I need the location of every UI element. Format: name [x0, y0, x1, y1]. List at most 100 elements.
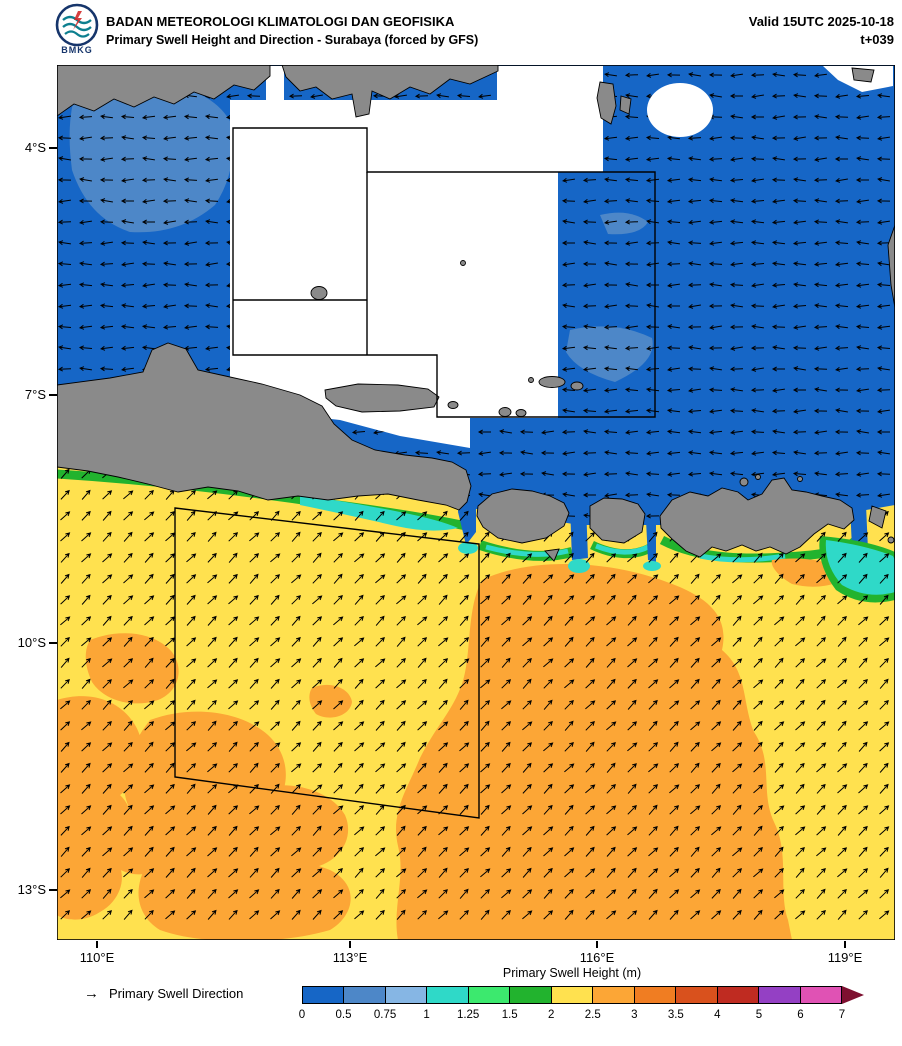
forecast-step: t+039	[860, 32, 894, 47]
land-sulawesi-sliver	[887, 224, 895, 309]
colorbar-segment	[676, 987, 718, 1003]
island-nusa-penida	[544, 548, 560, 562]
lat-tick-label: 13°S	[17, 882, 46, 897]
colorbar-legend: Primary Swell Height (m) 0 0.5 0.75 1 1.25 1.…	[298, 966, 887, 1025]
colorbar-tick-label: 1.25	[456, 1009, 480, 1021]
islet	[528, 377, 534, 383]
island-sapudi	[498, 407, 512, 417]
bmkg-emblem-icon	[55, 3, 99, 47]
coastal-strip-cyan-line	[595, 543, 650, 555]
coastal-strip-cyan-line	[485, 544, 569, 557]
strait-sape	[850, 505, 868, 550]
swell-patch-light	[69, 82, 234, 233]
lon-tick-label: 116°E	[579, 950, 615, 965]
colorbar-segment	[468, 987, 511, 1003]
colorbar-segment	[551, 987, 594, 1003]
colorbar-tick-label: 7	[838, 1009, 846, 1021]
orange-swell-area	[85, 633, 179, 704]
colorbar-segment	[385, 987, 428, 1003]
lat-tick-label: 7°S	[24, 387, 46, 402]
islet	[570, 381, 584, 391]
direction-legend-label: Primary Swell Direction	[109, 986, 244, 1001]
orange-swell-area	[138, 851, 351, 940]
lon-tick	[844, 941, 846, 948]
colorbar-segment	[634, 987, 677, 1003]
strait-fringe	[643, 561, 661, 571]
island-bawean	[310, 286, 328, 300]
title-block: BADAN METEOROLOGI KLIMATOLOGI DAN GEOFIS…	[106, 13, 478, 49]
strait-alas	[646, 520, 656, 562]
islet	[797, 476, 803, 482]
colorbar-tick-label: 2	[548, 1009, 555, 1021]
strait-fringe	[568, 559, 590, 573]
island-bali	[476, 488, 570, 544]
orange-swell-area	[396, 564, 792, 940]
colorbar-tick-label: 2.5	[584, 1009, 601, 1021]
bmkg-logo-text: BMKG	[61, 45, 93, 55]
lon-tick	[96, 941, 98, 948]
colorbar	[302, 986, 887, 1006]
island-kangean	[538, 376, 566, 388]
colorbar-tick-label: 1.5	[501, 1009, 518, 1021]
coastal-patch-cyan	[825, 540, 895, 595]
island-sumbawa	[659, 477, 855, 558]
island-moyo	[739, 477, 749, 487]
forecast-box-north-divider	[233, 172, 368, 355]
valid-time-block: Valid 15UTC 2025-10-18 t+039	[749, 13, 894, 49]
lat-tick-label: 10°S	[17, 635, 46, 650]
valid-time: Valid 15UTC 2025-10-18	[748, 14, 894, 29]
lon-tick-label: 110°E	[79, 950, 115, 965]
colorbar-segments	[302, 986, 842, 1004]
colorbar-segment	[759, 987, 801, 1003]
swell-patch-light	[600, 212, 648, 235]
islet	[887, 536, 895, 544]
island-masalembu	[460, 260, 466, 266]
colorbar-tick-label: 3	[631, 1009, 638, 1021]
colorbar-tick-labels: 0 0.5 0.75 1 1.25 1.5 2 2.5 3 3.5 4 5 6 7	[298, 1009, 846, 1025]
product-title: Primary Swell Height and Direction - Sur…	[106, 33, 479, 47]
land-layer	[57, 65, 895, 562]
colorbar-segment	[427, 987, 469, 1003]
mask-layer	[230, 66, 893, 448]
bmkg-logo: BMKG	[52, 3, 102, 63]
colorbar-tick-label: 3.5	[667, 1009, 684, 1021]
strait-lombok	[570, 505, 588, 560]
island-lombok	[589, 497, 646, 544]
lon-tick	[596, 941, 598, 948]
lon-tick-label: 113°E	[332, 950, 368, 965]
lon-tick	[349, 941, 351, 948]
colorbar-tick-label: 1	[423, 1009, 430, 1021]
colorbar-tick-label: 4	[714, 1009, 721, 1021]
header: BMKG BADAN METEOROLOGI KLIMATOLOGI DAN G…	[0, 0, 902, 64]
lat-tick	[49, 889, 57, 891]
swell-patch-light	[566, 326, 653, 382]
island-laut-small	[619, 95, 632, 115]
colorbar-overflow-arrow	[842, 986, 864, 1004]
colorbar-tick-label: 6	[797, 1009, 804, 1021]
island-madura	[324, 383, 440, 413]
land-java	[57, 342, 472, 511]
island-laut	[596, 81, 617, 125]
island-komodo	[868, 505, 887, 529]
agency-title: BADAN METEOROLOGI KLIMATOLOGI DAN GEOFIS…	[106, 14, 455, 29]
direction-arrow-icon: →	[84, 985, 99, 1002]
land-kalimantan-east	[281, 65, 499, 118]
colorbar-tick-label: 5	[755, 1009, 763, 1021]
strait-fringe	[458, 542, 478, 554]
lat-tick	[49, 394, 57, 396]
island-raas	[515, 409, 527, 417]
lon-tick-label: 119°E	[827, 950, 863, 965]
coastal-strip-cyan-line	[699, 553, 786, 563]
lat-tick	[49, 147, 57, 149]
colorbar-tick-label: 0.75	[373, 1009, 397, 1021]
islet	[755, 474, 761, 480]
colorbar-tick-label: 0	[298, 1009, 306, 1021]
mask-area	[230, 66, 603, 448]
land-kalimantan-west	[57, 65, 271, 117]
colorbar-segment	[510, 987, 552, 1003]
direction-legend: → Primary Swell Direction	[84, 985, 243, 1002]
lat-tick	[49, 642, 57, 644]
forecast-box-north	[232, 127, 656, 418]
islet	[447, 401, 459, 409]
